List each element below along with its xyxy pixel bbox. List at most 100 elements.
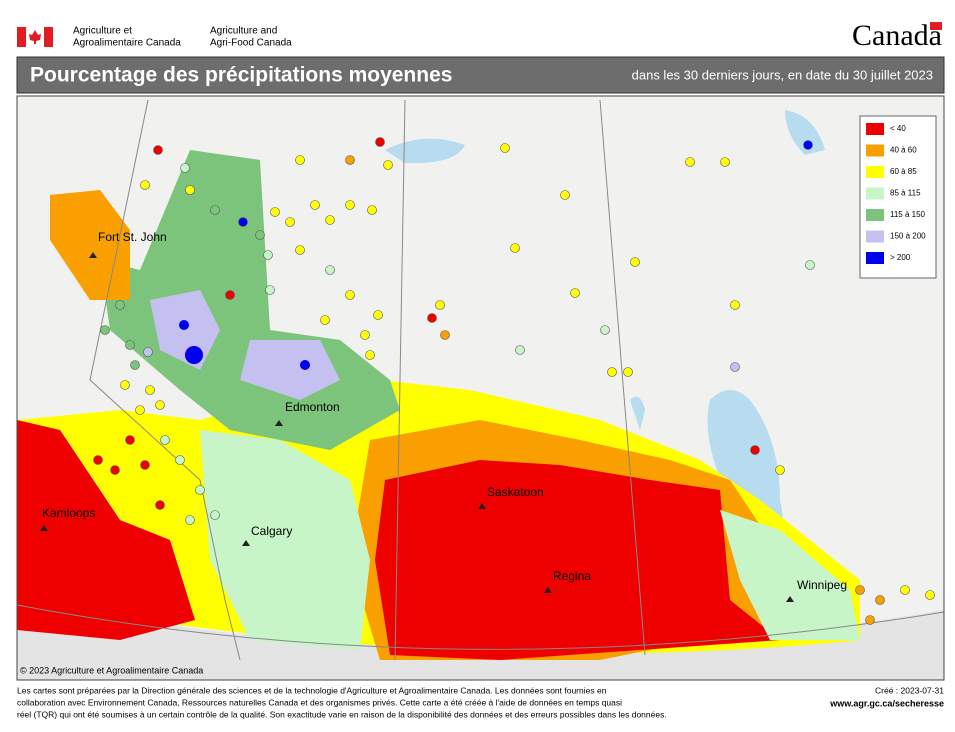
station-dot [125, 340, 135, 350]
dept-fr: Agriculture et [73, 26, 132, 37]
wordmark: Canada [852, 19, 942, 52]
station-dot [210, 205, 220, 215]
station-dot [925, 590, 935, 600]
wordmark-flag [930, 22, 942, 30]
station-dot [515, 345, 525, 355]
legend-swatch [866, 144, 884, 157]
station-dot [345, 200, 355, 210]
station-dot [130, 360, 140, 370]
station-dot [865, 615, 875, 625]
station-dot [310, 200, 320, 210]
legend-label: 60 à 85 [890, 167, 917, 176]
station-dot [210, 510, 220, 520]
footer-note: collaboration avec Environnement Canada,… [17, 697, 622, 707]
station-dot [875, 595, 885, 605]
station-dot [855, 585, 865, 595]
legend-label: 150 à 200 [890, 232, 926, 241]
station-dot [285, 217, 295, 227]
url: www.agr.gc.ca/secheresse [829, 698, 944, 708]
copyright: © 2023 Agriculture et Agroalimentaire Ca… [20, 665, 203, 675]
station-dot [155, 500, 165, 510]
legend-swatch [866, 252, 884, 264]
station-dot [367, 205, 377, 215]
city-label: Fort St. John [98, 230, 167, 244]
station-dot [720, 157, 730, 167]
map [17, 96, 944, 680]
station-dot [255, 230, 265, 240]
station-dot [803, 140, 813, 150]
station-dot [160, 435, 170, 445]
dept-en: Agri-Food Canada [210, 38, 292, 49]
station-dot [775, 465, 785, 475]
map-frame [16, 95, 945, 681]
station-dot [120, 380, 130, 390]
city-label: Kamloops [42, 506, 95, 520]
station-dot [155, 400, 165, 410]
title-bar [16, 56, 945, 94]
station-dot [180, 163, 190, 173]
legend: < 40 40 à 60 60 à 85 85 à 115 115 à 150 150 à… [859, 115, 937, 279]
station-dot [238, 217, 248, 227]
station-dot [435, 300, 445, 310]
station-dot [195, 485, 205, 495]
legend-label: 115 à 150 [890, 210, 926, 219]
station-dot [607, 367, 617, 377]
station-dot [270, 207, 280, 217]
station-dot [730, 300, 740, 310]
station-dot [623, 367, 633, 377]
station-dot [93, 455, 103, 465]
station-dot [345, 155, 355, 165]
station-dot [510, 243, 520, 253]
station-dot [325, 215, 335, 225]
created-date: Créé : 2023-07-31 [875, 685, 944, 695]
city-label: Edmonton [285, 400, 340, 414]
station-dot [175, 455, 185, 465]
legend-swatch [866, 209, 884, 221]
city-label: Regina [553, 569, 591, 583]
station-dot [383, 160, 393, 170]
city-label: Calgary [251, 524, 292, 538]
footer-note: Les cartes sont préparées par la Directi… [17, 685, 607, 695]
station-dot [265, 285, 275, 295]
station-dot [600, 325, 610, 335]
flag [17, 27, 53, 47]
station-dot [360, 330, 370, 340]
station-dot [115, 300, 125, 310]
station-dot [295, 245, 305, 255]
station-dot [375, 137, 385, 147]
station-dot [225, 290, 235, 300]
legend-swatch [866, 187, 884, 200]
station-dot [325, 265, 335, 275]
station-dot [135, 405, 145, 415]
station-dot [185, 185, 195, 195]
title: Pourcentage des précipitations moyennes [30, 64, 452, 87]
station-dot [263, 250, 273, 260]
station-dot [345, 290, 355, 300]
legend-label: < 40 [890, 124, 906, 133]
station-dot [630, 257, 640, 267]
station-dot [140, 180, 150, 190]
station-dot [110, 465, 120, 475]
legend-swatch [866, 123, 884, 135]
station-dot [100, 325, 110, 335]
station-dot [320, 315, 330, 325]
legend-label: 85 à 115 [890, 189, 921, 198]
station-dot [365, 350, 375, 360]
station-dot [145, 385, 155, 395]
station-dot [373, 310, 383, 320]
station-dot [730, 362, 740, 372]
station-dot [125, 435, 135, 445]
legend-label: > 200 [890, 253, 911, 262]
station-dot [805, 260, 815, 270]
dept-fr: Agroalimentaire Canada [73, 38, 181, 49]
legend-swatch [866, 230, 884, 243]
station-dot [295, 155, 305, 165]
station-dot [140, 460, 150, 470]
city-label: Winnipeg [797, 578, 847, 592]
station-dot [900, 585, 910, 595]
station-dot [185, 515, 195, 525]
station-dot [570, 288, 580, 298]
station-dot [440, 330, 450, 340]
